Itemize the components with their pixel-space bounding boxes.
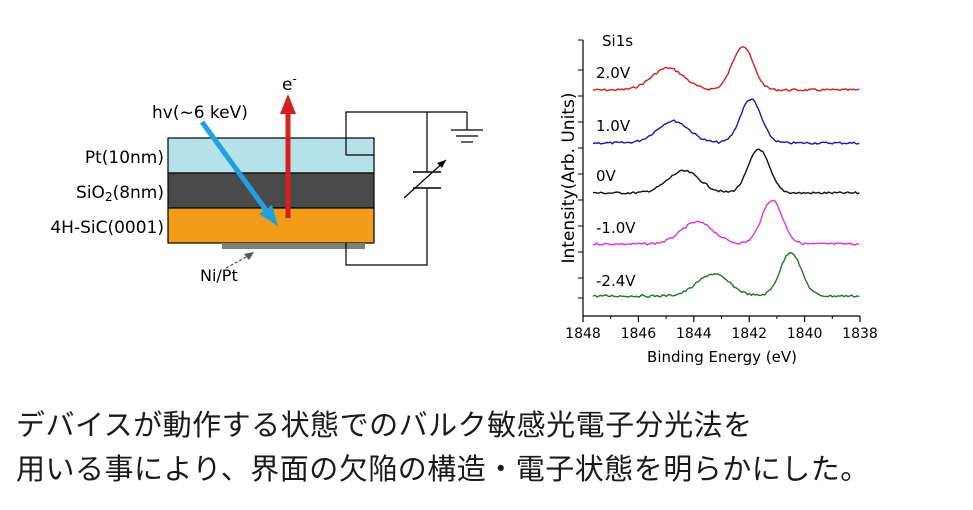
photon-arrow-head xyxy=(259,205,278,226)
photon-label: hv(~6 keV) xyxy=(152,103,248,123)
spectrum-curve-2 xyxy=(593,148,860,195)
circuit-wire-bottom xyxy=(345,188,428,266)
si1s-annotation: Si1s xyxy=(602,32,633,50)
electron-label: e- xyxy=(282,72,297,95)
x-tick-label: 1838 xyxy=(842,326,878,342)
ground-icon xyxy=(451,129,483,143)
series-label: -2.4V xyxy=(596,272,636,290)
ni-pt-contact xyxy=(222,243,365,249)
pt-layer xyxy=(167,137,375,174)
caption-line-2: 用いる事により、界面の欠陥の構造・電子状態を明らかにした。 xyxy=(16,452,870,486)
circuit-wire xyxy=(345,111,428,172)
series-label: 0V xyxy=(596,167,617,185)
x-tick-label: 1846 xyxy=(621,326,657,342)
sio2-layer xyxy=(167,172,375,209)
contact-pointer-head xyxy=(244,252,254,260)
x-tick-label: 1848 xyxy=(565,326,601,342)
spectra-chart: 1848 1846 1844 1842 1840 1838 2.0V 1.0V 0V -1.0V… xyxy=(559,32,878,366)
y-ticks xyxy=(578,39,583,299)
electron-arrow-head xyxy=(280,94,296,114)
spectrum-curve-4 xyxy=(592,251,860,298)
pt-layer-label: Pt(10nm) xyxy=(85,148,164,168)
x-tick-label: 1840 xyxy=(787,326,823,342)
series-label: 1.0V xyxy=(596,117,631,135)
photon-arrow-line xyxy=(199,120,269,212)
device-schematic: Pt(10nm) SiO2(8nm) 4H-SiC(0001) Ni/Pt hv… xyxy=(50,72,483,285)
contact-label: Ni/Pt xyxy=(200,266,238,285)
x-ticks: 1848 1846 1844 1842 1840 1838 xyxy=(565,316,878,342)
figure: Pt(10nm) SiO2(8nm) 4H-SiC(0001) Ni/Pt hv… xyxy=(50,32,878,366)
variable-capacitor-icon xyxy=(403,159,447,199)
series-labels: 2.0V 1.0V 0V -1.0V -2.4V xyxy=(596,64,636,290)
contact-pointer xyxy=(225,255,249,269)
spectra-curves xyxy=(592,45,860,298)
spectrum-curve-3 xyxy=(592,199,860,246)
x-tick-label: 1842 xyxy=(731,326,767,342)
sic-layer-label: 4H-SiC(0001) xyxy=(50,218,164,238)
spectrum-curve-1 xyxy=(592,98,860,145)
y-axis-label: Intensity(Arb. Units) xyxy=(559,93,579,264)
sio2-layer-label: SiO2(8nm) xyxy=(76,183,164,204)
x-tick-label: 1844 xyxy=(676,326,712,342)
series-label: 2.0V xyxy=(596,64,631,82)
spectrum-curve-0 xyxy=(592,45,860,92)
series-label: -1.0V xyxy=(596,219,636,237)
x-axis-label: Binding Energy (eV) xyxy=(647,348,797,366)
caption-line-1: デバイスが動作する状態でのバルク敏感光電子分光法を xyxy=(16,408,753,442)
